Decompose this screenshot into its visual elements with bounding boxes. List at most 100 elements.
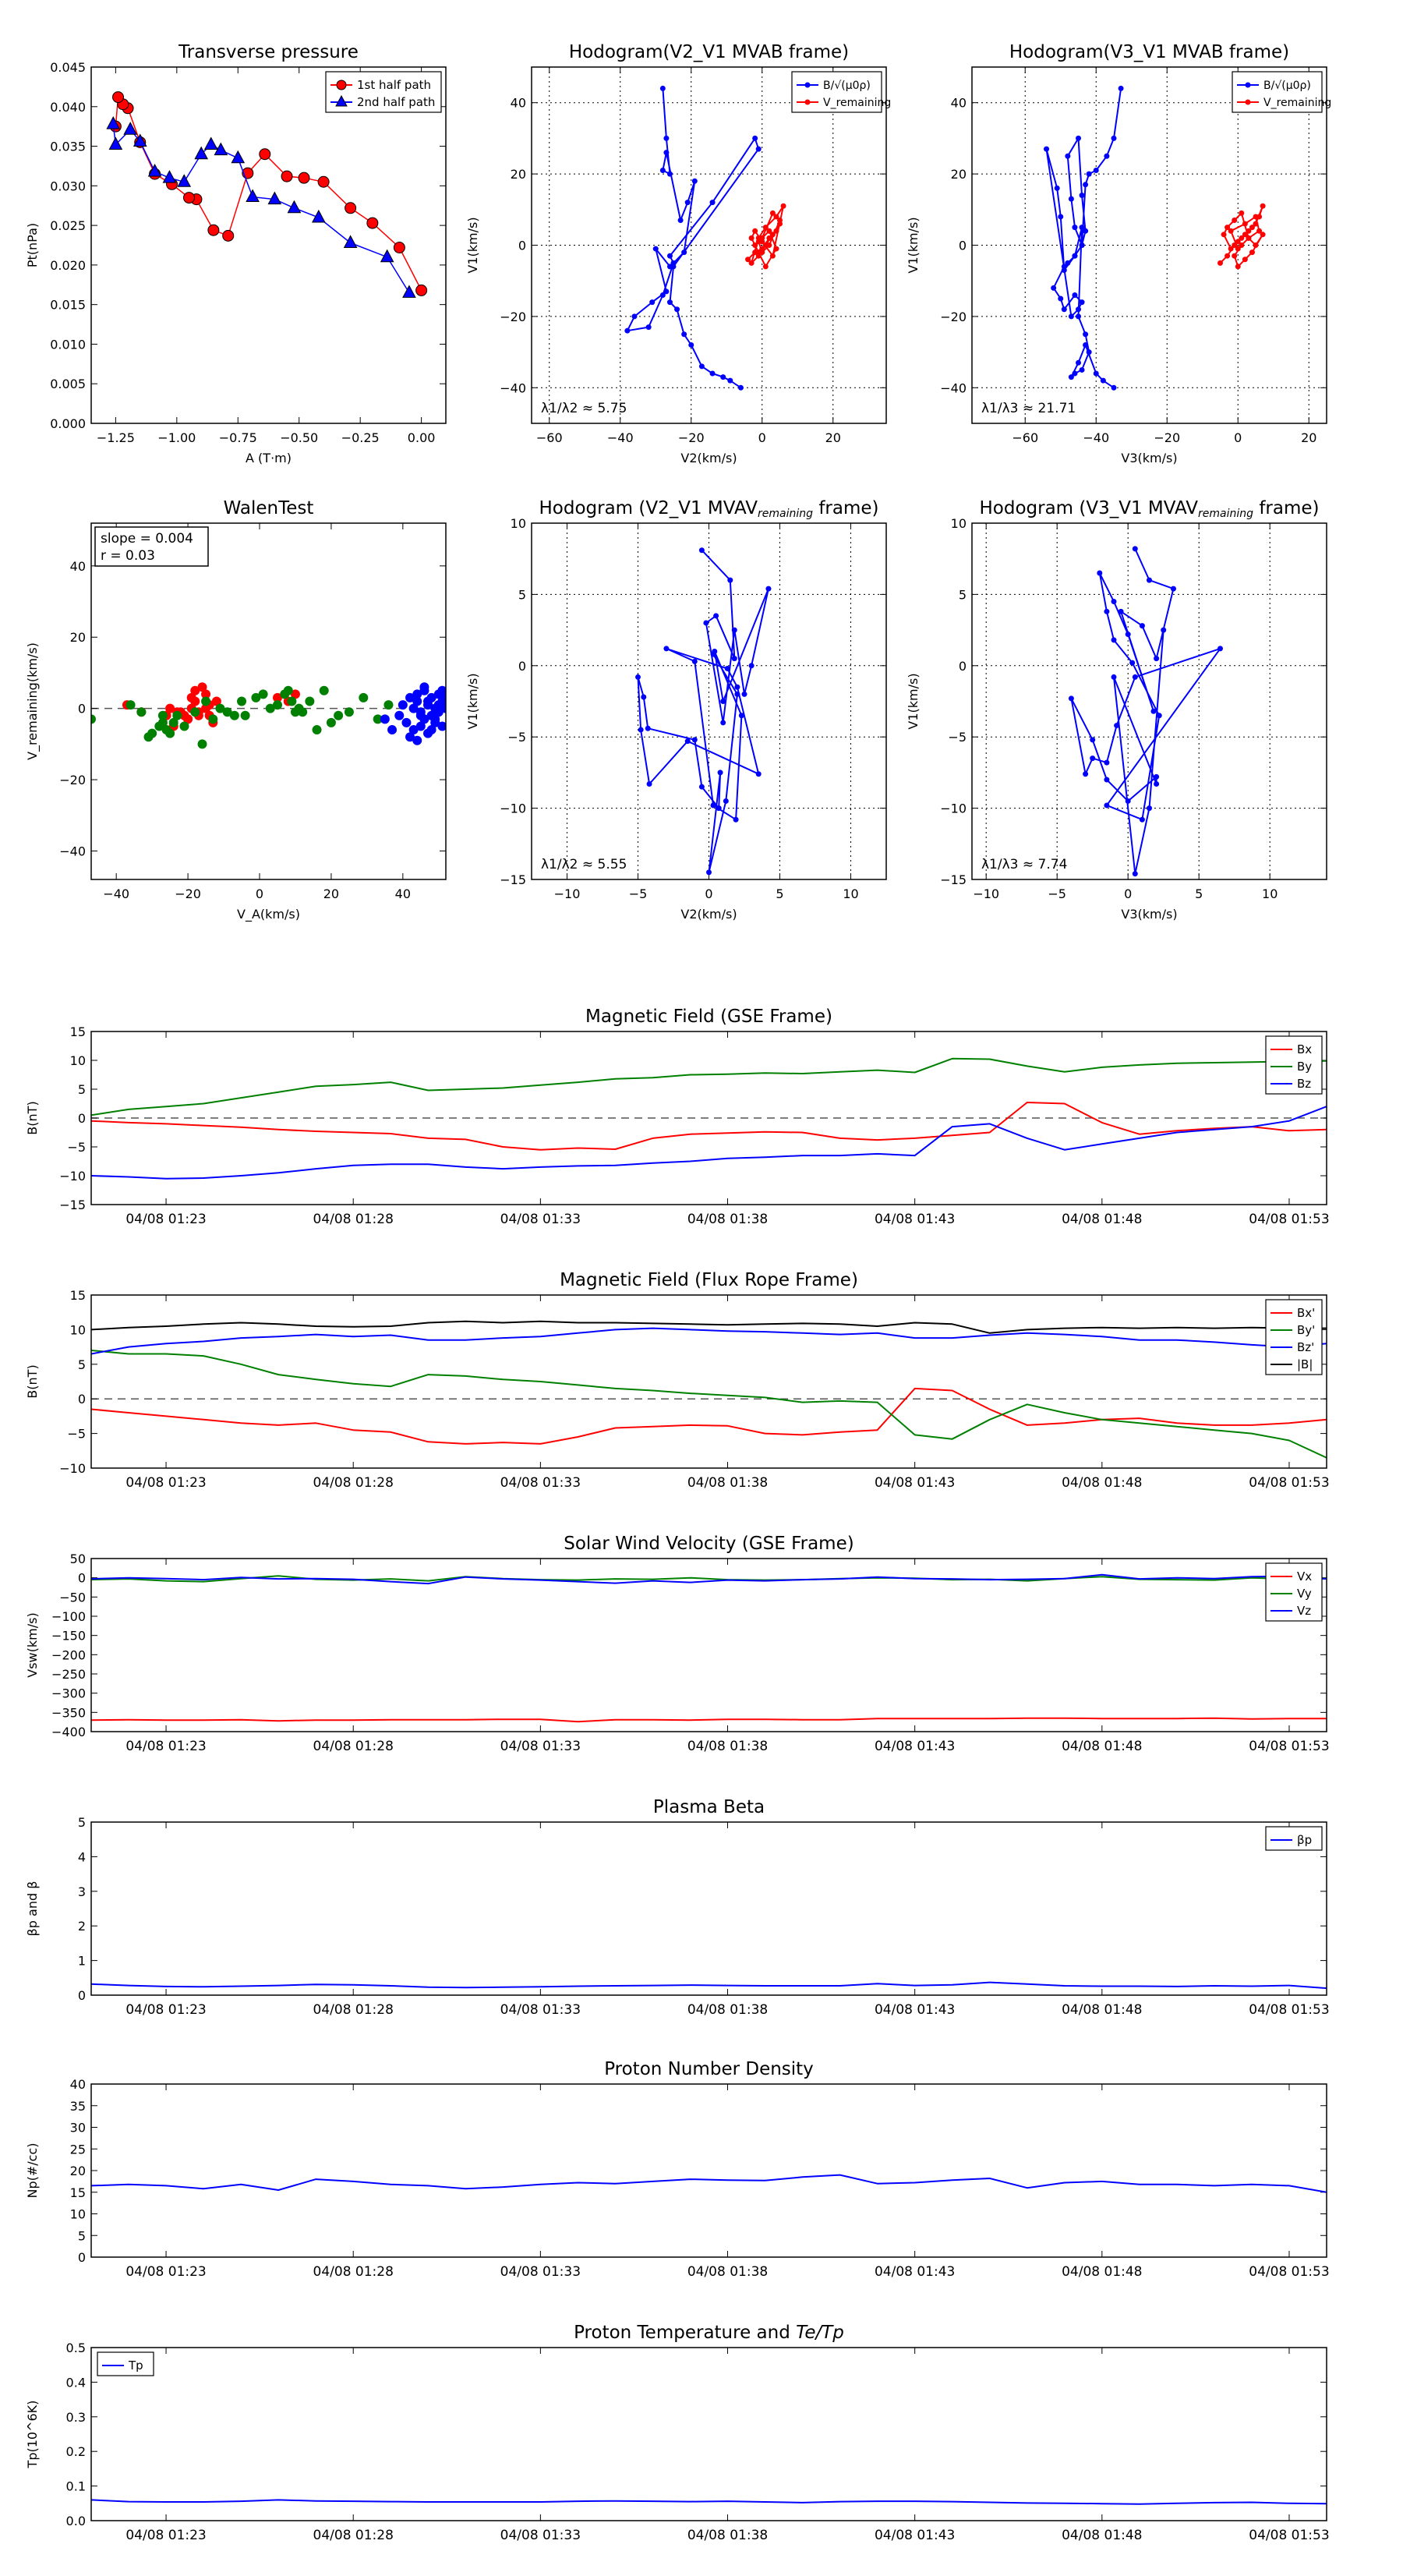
legend-label: Vz <box>1297 1604 1311 1618</box>
data-point <box>691 737 698 743</box>
data-point <box>681 331 687 338</box>
chart-magnetic-field-flux-rope: Magnetic Field (Flux Rope Frame) −10 −5 0 5 1… <box>25 1270 1330 1491</box>
data-point <box>147 163 162 177</box>
chart-title: Proton Number Density <box>604 2059 814 2079</box>
x-tick-label: −40 <box>103 886 129 901</box>
scatter-point <box>165 728 175 738</box>
plot-area <box>91 1573 1327 1723</box>
data-point <box>1154 656 1160 662</box>
data-point <box>674 306 680 313</box>
x-tick-label: −5 <box>629 886 648 901</box>
legend-box <box>1265 1035 1323 1095</box>
data-point <box>659 168 666 174</box>
data-point <box>762 264 769 270</box>
data-point <box>1083 228 1089 234</box>
data-point <box>734 684 740 690</box>
x-tick-label: 04/08 01:53 <box>1249 1212 1329 1227</box>
y-tick-label: −5 <box>67 1140 86 1155</box>
y-tick-label: −150 <box>51 1629 86 1644</box>
y-tick-label: −10 <box>59 1169 86 1184</box>
scatter-point <box>157 710 168 720</box>
data-point <box>1068 196 1074 202</box>
legend-marker <box>335 94 348 107</box>
series-line-2 <box>91 1106 1327 1180</box>
data-point <box>1051 285 1057 291</box>
y-tick-label: 5 <box>78 2228 86 2243</box>
series-line-0 <box>626 88 760 389</box>
data-point <box>1111 135 1117 141</box>
chart-proton-temperature: Proton Temperature and Te/Tp 0.0 0.1 0.2 0.3… <box>25 2323 1330 2543</box>
y-tick-label: 5 <box>78 1815 86 1830</box>
x-tick-label: 0 <box>758 430 766 445</box>
legend-label: 1st half path <box>357 78 431 92</box>
data-point <box>1170 586 1176 592</box>
data-point <box>663 150 670 156</box>
y-axis-label: V1(km/s) <box>906 217 921 273</box>
x-tick-label: 04/08 01:28 <box>313 2002 394 2018</box>
data-point <box>659 292 666 298</box>
data-point <box>1076 313 1081 320</box>
chart-title: Magnetic Field (Flux Rope Frame) <box>560 1270 858 1290</box>
x-tick-label: 20 <box>825 430 841 445</box>
stats-line: r = 0.03 <box>101 548 155 564</box>
data-point <box>691 178 698 184</box>
scatter-point <box>408 725 419 735</box>
y-tick-label: 0.020 <box>50 258 86 273</box>
data-point <box>748 235 755 241</box>
scatter-point <box>208 714 218 724</box>
scatter-point <box>157 717 168 727</box>
data-point <box>1111 599 1117 605</box>
x-tick-label: −20 <box>678 430 705 445</box>
legend-label: B/√(μ0ρ) <box>823 80 871 92</box>
x-tick-label: −40 <box>1083 430 1109 445</box>
legend-label: |B| <box>1297 1357 1313 1371</box>
data-point <box>631 313 638 320</box>
y-tick-label: 0.025 <box>50 218 86 233</box>
data-point <box>1242 232 1248 238</box>
y-tick-label: 10 <box>70 1053 86 1068</box>
x-tick-label: −60 <box>536 430 563 445</box>
y-tick-label: 3 <box>78 1884 86 1899</box>
data-point <box>343 235 358 248</box>
data-point <box>1253 214 1259 220</box>
y-axis-label: βp and β <box>25 1881 40 1937</box>
y-tick-label: 40 <box>70 2077 86 2092</box>
series-line-0 <box>91 1717 1327 1723</box>
x-tick-label: 5 <box>1195 886 1203 901</box>
scatter-point <box>430 714 440 724</box>
data-point <box>1072 253 1078 259</box>
data-point <box>717 770 723 776</box>
plot-frame <box>90 2347 1327 2521</box>
data-point <box>1072 370 1078 377</box>
x-tick-label: 04/08 01:23 <box>125 1475 206 1491</box>
data-point <box>1232 242 1238 248</box>
data-point <box>1079 193 1085 199</box>
data-point <box>1232 253 1238 259</box>
y-tick-label: 0 <box>518 659 526 674</box>
scatter-point <box>240 710 250 720</box>
data-point <box>759 235 765 241</box>
data-point <box>759 249 765 256</box>
y-axis-label: V1(km/s) <box>465 217 480 273</box>
data-point <box>1246 235 1252 241</box>
x-tick-label: 04/08 01:48 <box>1062 2002 1142 2018</box>
plot-frame <box>90 1821 1327 1996</box>
x-tick-label: 0 <box>705 886 712 901</box>
data-point <box>1260 232 1266 238</box>
x-tick-label: 5 <box>776 886 783 901</box>
data-point <box>755 253 762 259</box>
x-tick-label: 04/08 01:23 <box>125 2528 206 2543</box>
y-tick-label: 0 <box>518 239 526 253</box>
data-point <box>737 384 744 391</box>
y-tick-label: 20 <box>511 167 526 182</box>
legend-box <box>97 2351 154 2376</box>
x-tick-label: 04/08 01:38 <box>687 2002 768 2018</box>
data-point <box>1129 660 1136 666</box>
scatter-point <box>190 685 200 695</box>
chart-title: Magnetic Field (GSE Frame) <box>585 1007 832 1027</box>
data-point <box>752 242 758 248</box>
data-point <box>311 209 326 223</box>
data-point <box>745 257 751 263</box>
data-point <box>1111 637 1117 643</box>
chart-hodogram-v2-v1-mvav: Hodogram (V2_V1 MVAVremaining frame) −15 −… <box>465 498 887 922</box>
